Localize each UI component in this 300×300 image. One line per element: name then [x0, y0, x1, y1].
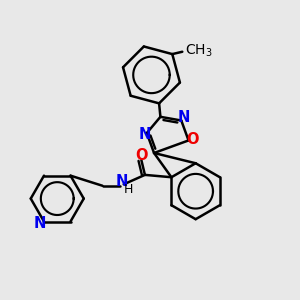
Text: H: H	[123, 182, 133, 196]
Text: N: N	[177, 110, 190, 125]
Text: O: O	[186, 132, 199, 147]
Text: N: N	[139, 127, 151, 142]
Text: N: N	[116, 174, 128, 189]
Text: N: N	[34, 215, 46, 230]
Text: CH$_3$: CH$_3$	[185, 43, 213, 59]
Text: O: O	[135, 148, 148, 163]
